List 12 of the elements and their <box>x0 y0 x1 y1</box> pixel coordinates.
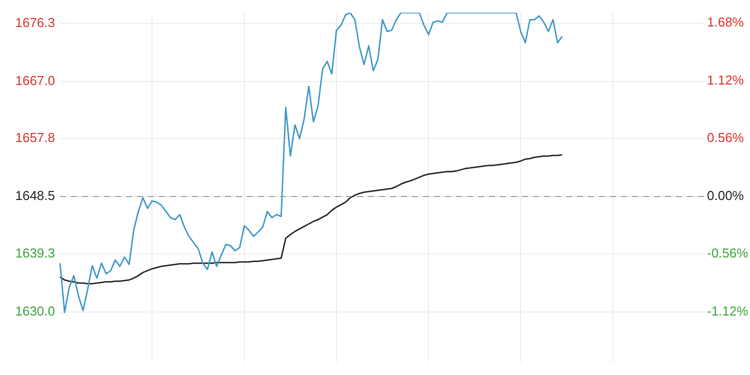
y2-tick-label: -0.56% <box>707 246 749 261</box>
y2-tick-label: 1.12% <box>707 72 744 88</box>
y2-tick-label: 0.56% <box>707 130 744 146</box>
y-tick-label: 1676.3 <box>15 14 55 30</box>
y2-tick-label: 1.68% <box>707 14 744 30</box>
y-tick-label: 1639.3 <box>15 245 55 260</box>
y2-tick-label: 0.00% <box>707 188 744 203</box>
y-tick-label: 1630.0 <box>15 303 55 318</box>
y-tick-label: 1667.0 <box>15 72 55 88</box>
y2-tick-label: -1.12% <box>707 303 749 318</box>
y-tick-label: 1657.8 <box>15 130 55 146</box>
y-tick-label: 1648.5 <box>15 188 55 204</box>
